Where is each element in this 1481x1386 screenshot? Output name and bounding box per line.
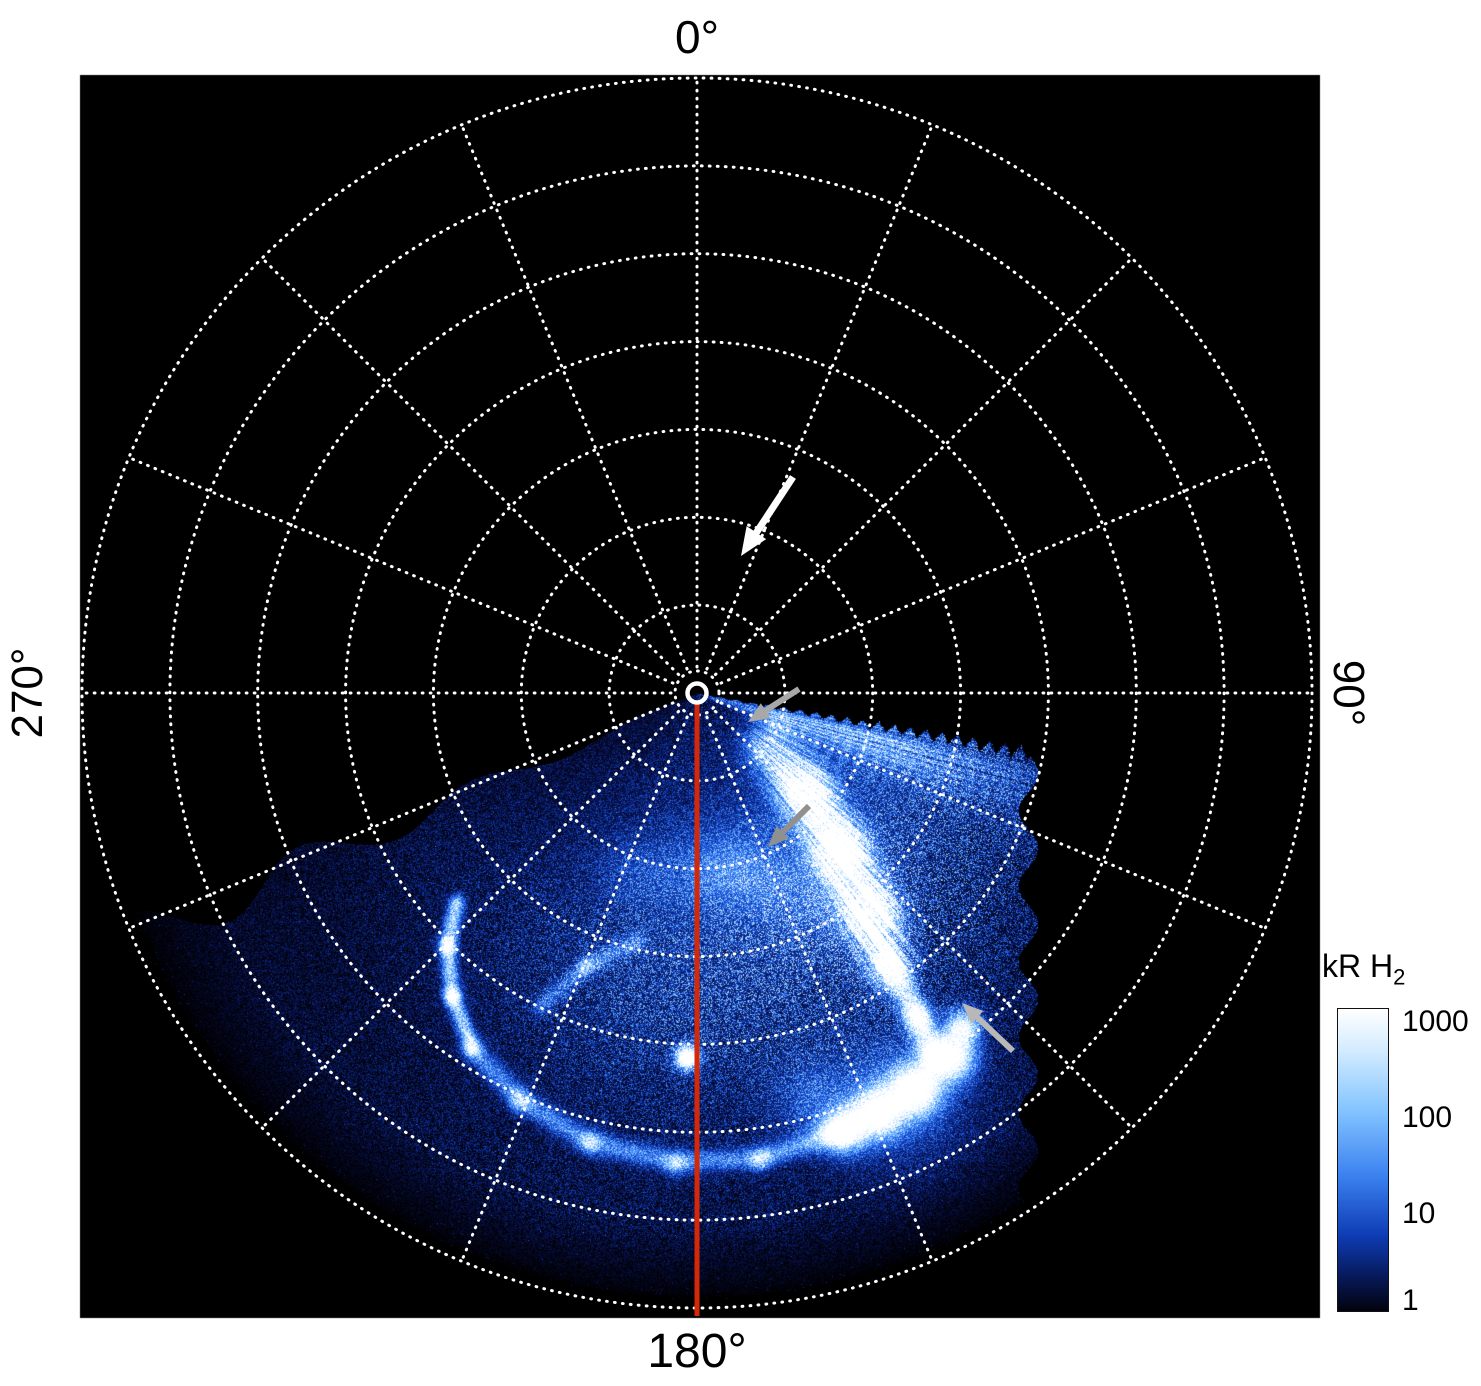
gray-arrow-3 [962, 1003, 1016, 1054]
colorbar-title-main: kR H [1322, 948, 1394, 984]
gray-arrow-3-shaft [971, 1011, 1016, 1054]
angle-label-0: 0° [675, 11, 719, 63]
gray-arrow-1 [748, 686, 801, 722]
gray-arrow-1-head [748, 703, 771, 722]
gray-arrow-2-head [768, 825, 790, 847]
colorbar-title: kR H2 [1322, 948, 1405, 990]
angle-label-270: 270° [3, 647, 52, 739]
center-ring [685, 681, 709, 705]
gray-arrow-1-shaft [759, 686, 801, 716]
white-arrow-shaft [749, 475, 796, 541]
angle-label-90: 90° [1324, 659, 1373, 727]
gray-arrow-2 [768, 803, 812, 847]
colorbar-title-sub: 2 [1393, 964, 1406, 990]
colorbar-tick-1: 1 [1402, 1284, 1419, 1317]
gray-arrow-2-shaft [776, 803, 812, 839]
colorbar-tick-10: 10 [1402, 1197, 1436, 1230]
colorbar-tick-100: 100 [1402, 1101, 1453, 1134]
white-arrow-head [741, 526, 767, 556]
white-arrow [741, 475, 796, 556]
colorbar-gradient [1337, 1008, 1389, 1312]
gray-arrow-3-head [962, 1003, 984, 1024]
polar-grid [80, 76, 1314, 1310]
angle-label-180: 180° [647, 1325, 747, 1378]
colorbar-tick-1000: 1000 [1402, 1005, 1469, 1038]
